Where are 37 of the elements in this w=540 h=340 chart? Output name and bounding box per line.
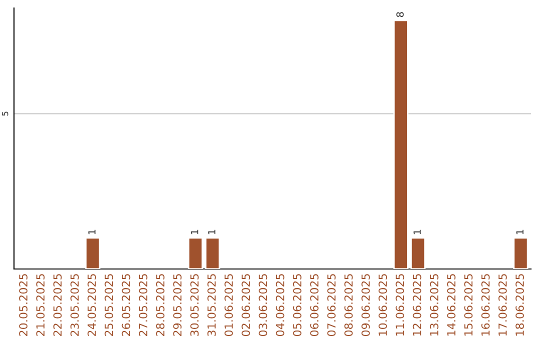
- x-tick-label: 02.06.2025: [242, 274, 250, 336]
- x-tick-label: 22.05.2025: [53, 274, 62, 336]
- x-tick-label: 09.06.2025: [361, 274, 370, 336]
- x-tick-label: 27.05.2025: [138, 274, 148, 336]
- x-tick-label: 26.05.2025: [122, 274, 130, 336]
- x-tick-label: 28.05.2025: [156, 274, 164, 336]
- x-tick-label: 07.06.2025: [327, 274, 336, 336]
- x-tick-label: 03.06.2025: [258, 274, 268, 336]
- x-tick-label: 10.06.2025: [378, 274, 387, 336]
- x-tick-label: 24.05.2025: [88, 274, 96, 336]
- x-tick-label: 01.06.2025: [224, 274, 233, 336]
- x-tick-label: 21.05.2025: [36, 274, 45, 336]
- x-tick-label: 13.06.2025: [430, 274, 438, 336]
- x-tick-label: 17.06.2025: [498, 274, 507, 336]
- x-tick-label: 12.06.2025: [412, 274, 422, 336]
- x-tick-label: 20.05.2025: [19, 274, 28, 336]
- x-tick-label: 11.06.2025: [396, 274, 404, 336]
- x-tick-label: 30.05.2025: [190, 274, 199, 336]
- x-tick-label: 25.05.2025: [104, 274, 114, 336]
- x-tick-label: 05.06.2025: [293, 274, 302, 336]
- x-tick-label: 23.05.2025: [70, 274, 79, 336]
- data-label: 1: [414, 230, 421, 234]
- x-tick-label: 06.06.2025: [310, 274, 319, 336]
- x-tick-label: 18.06.2025: [516, 274, 524, 336]
- data-label: 1: [208, 230, 216, 234]
- data-label: 8: [396, 12, 404, 17]
- x-tick-label: 16.06.2025: [481, 274, 490, 336]
- x-tick-label: 14.06.2025: [447, 274, 456, 336]
- x-tick-label: 04.06.2025: [276, 274, 284, 336]
- data-label: 1: [516, 230, 524, 234]
- x-tick-label: 15.06.2025: [464, 274, 473, 336]
- data-label: 1: [191, 230, 198, 234]
- y-tick-label: 5: [2, 112, 8, 116]
- data-label: 1: [88, 230, 96, 234]
- x-tick-label: 31.05.2025: [207, 274, 216, 336]
- x-tick-label: 29.05.2025: [173, 274, 182, 336]
- x-tick-label: 08.06.2025: [344, 274, 353, 336]
